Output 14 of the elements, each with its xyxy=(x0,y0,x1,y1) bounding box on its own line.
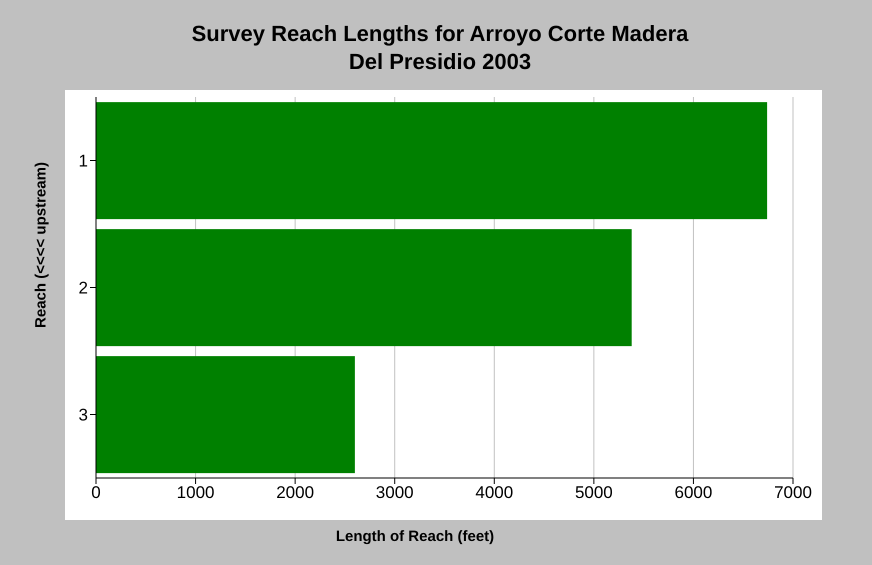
x-tick-label: 6000 xyxy=(674,483,712,502)
x-tick-label: 7000 xyxy=(774,483,812,502)
y-axis-title: Reach (<<<< upstream) xyxy=(32,162,50,328)
x-tick-label: 0 xyxy=(91,483,101,502)
y-tick-label: 2 xyxy=(78,278,88,298)
x-tick-label: 5000 xyxy=(574,483,613,502)
y-tick-label: 3 xyxy=(78,406,88,425)
x-axis-title: Length of Reach (feet) xyxy=(334,528,496,545)
chart-title: Survey Reach Lengths for Arroyo Corte Madera Del Presidio 2003 xyxy=(190,20,690,76)
x-tick-label: 4000 xyxy=(475,483,514,502)
x-tick-label: 3000 xyxy=(376,483,414,502)
y-tick-label: 1 xyxy=(78,152,88,171)
x-tick-label: 2000 xyxy=(276,483,314,502)
x-tick-label: 1000 xyxy=(176,483,214,502)
